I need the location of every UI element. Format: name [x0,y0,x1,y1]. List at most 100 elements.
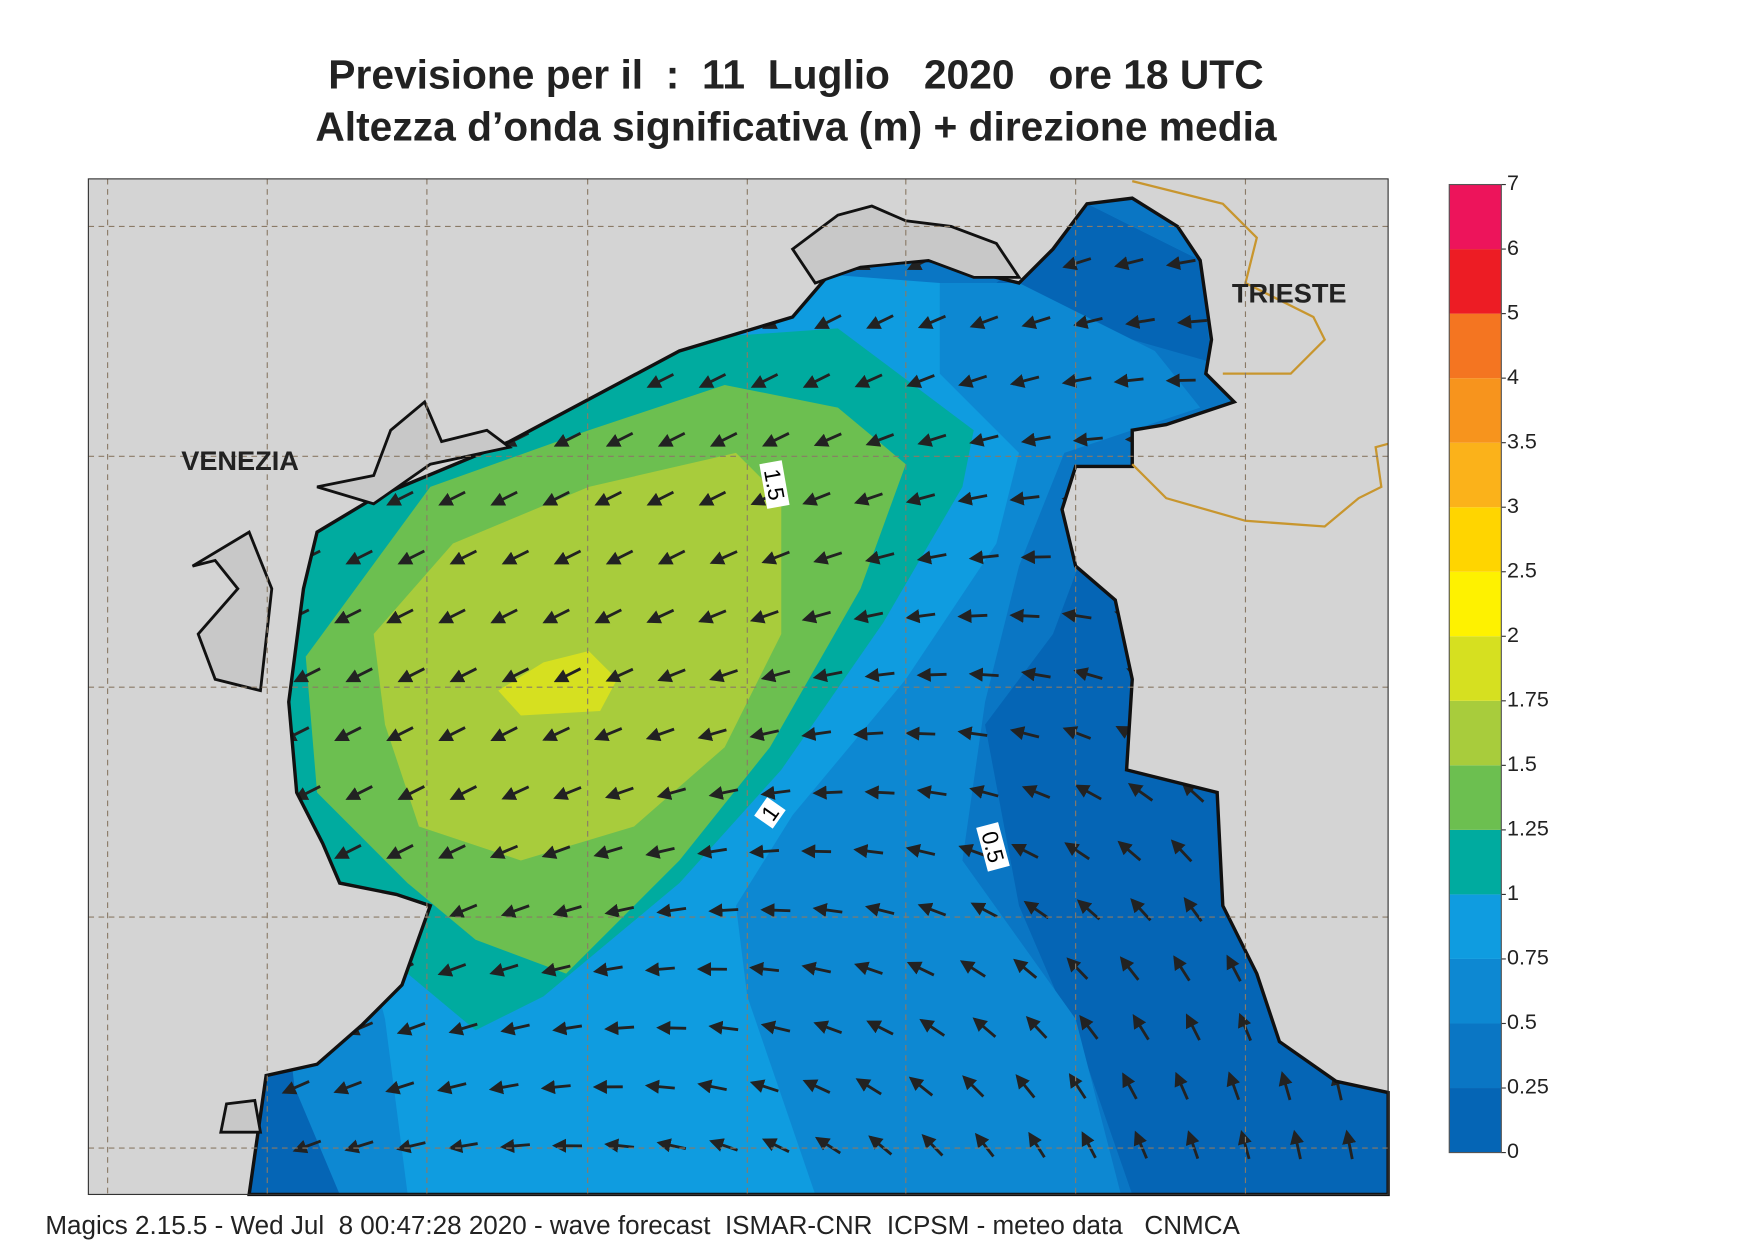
arrow [812,785,843,800]
arrow [917,433,947,447]
colorbar-tick-label: 1.75 [1507,688,1549,712]
colorbar-band [1449,313,1502,379]
arrow [760,668,791,683]
arrow [501,549,530,565]
place-label: VENEZIA [181,445,299,476]
arrow [865,433,895,447]
arrow [552,904,582,918]
arrow [749,727,779,742]
arrow [397,549,425,565]
arrow [345,785,373,800]
colorbar-band [1449,636,1502,701]
arrow [1174,1071,1189,1100]
arrow [1061,373,1092,388]
arrow [708,903,739,918]
arrow [916,550,947,565]
arrow [905,843,936,858]
colorbar-tick-label: 2 [1507,623,1519,647]
colorbar-band [1449,442,1502,508]
arrow [1173,955,1191,982]
arrow [970,902,998,918]
arrow [760,1020,791,1035]
colorbar-tick-label: 2.5 [1507,558,1537,582]
arrow [449,903,478,918]
arrow [397,667,425,683]
arrow [449,667,478,683]
arrow [449,549,478,565]
arrow [958,374,988,388]
place-label: TRIESTE [1232,277,1347,308]
arrow [698,609,727,624]
arrow [656,786,687,800]
colorbar-tick-label: 3.5 [1507,429,1537,453]
arrow [905,609,936,624]
arrow [972,1017,997,1038]
arrow [386,608,414,624]
arrow [438,726,466,741]
colorbar-band [1449,1088,1502,1153]
arrow [657,668,686,683]
arrow [962,1075,985,1098]
arrow [592,962,623,977]
arrow [396,1139,426,1154]
arrow [345,549,373,565]
arrow [1177,314,1208,329]
arrow [1021,315,1051,329]
arrow [709,431,738,447]
arrow [605,667,634,683]
arrow [1076,899,1101,921]
title-line-1: Previsione per il : 11 Luglio 2020 ore 1… [328,51,1263,97]
colorbar-tick-label: 1.25 [1507,817,1549,841]
arrow [540,1080,571,1095]
colorbar-frame [1448,183,1502,1154]
arrow [749,609,779,624]
colorbar-tick-label: 5 [1507,300,1519,324]
arrow [1132,1014,1150,1041]
arrow [293,667,321,683]
arrow [709,550,738,565]
arrow [656,1020,687,1036]
arrow [1113,373,1144,388]
arrow [906,961,935,977]
arrow [604,786,634,800]
arrow [1290,1129,1304,1160]
arrow [646,490,675,506]
arrow [801,726,832,741]
arrow [1185,1130,1200,1160]
arrow [333,1080,362,1095]
arrow [501,667,530,683]
arrow [344,1139,374,1154]
arrow [916,667,947,682]
arrow [760,785,791,800]
arrow [1125,314,1155,329]
arrow [501,785,530,800]
colorbar-band [1449,958,1502,1024]
arrow [921,1133,944,1157]
arrow [708,1020,739,1035]
arrow [386,490,414,506]
arrow [801,844,832,859]
arrow [749,961,780,976]
arrow [552,1021,583,1036]
arrow [437,963,467,977]
arrow [489,844,519,859]
arrow [1278,1071,1293,1101]
arrow [709,1138,738,1152]
map: VENEZIA TRIESTE 1.5 1 0.5 [87,178,1390,1197]
arrow [957,608,988,624]
arrow [1183,897,1203,923]
arrow [802,373,831,388]
arrow [334,726,362,741]
colorbar-tick-label: 0.25 [1507,1075,1549,1099]
arrow [1165,373,1196,388]
arrow [864,668,895,683]
arrow [969,432,999,447]
arrow [864,785,895,800]
footer: Magics 2.15.5 - Wed Jul 8 00:47:28 2020 … [45,1210,1240,1240]
arrow [448,1021,478,1036]
arrow [438,490,466,506]
arrow [1064,842,1090,861]
arrow [1009,491,1040,506]
arrow [499,1138,530,1154]
arrow [905,491,936,506]
